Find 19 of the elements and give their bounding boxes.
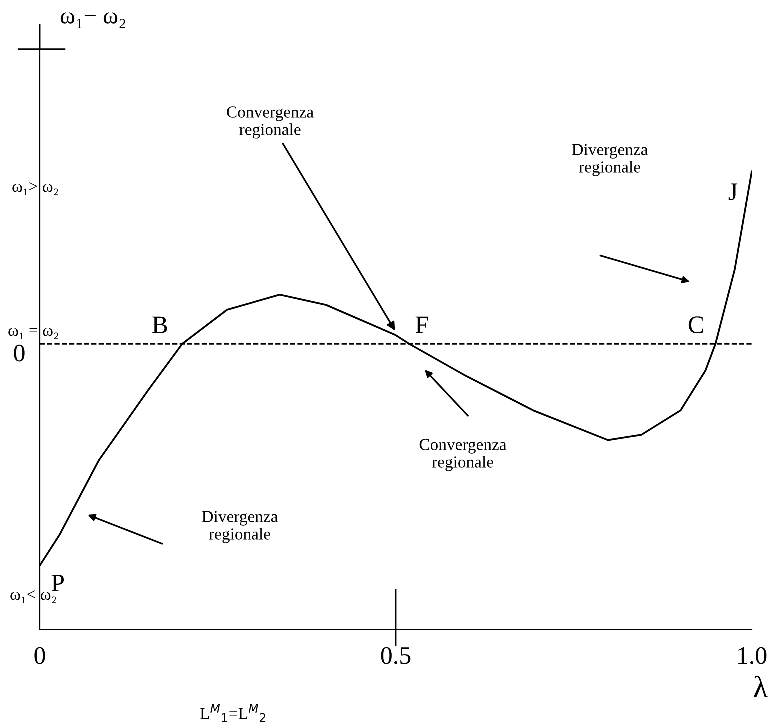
- text: L$^{M}$$_{1}$=L$^{M}$$_{2}$: [200, 704, 266, 722]
- annotation: Convergenza regionale: [420, 439, 507, 472]
- text: ω₁< ω₂: [10, 590, 56, 604]
- x-tick-label: 0: [34, 647, 46, 664]
- annotation: P: [52, 575, 64, 592]
- annotation: Divergenza regionale: [572, 144, 648, 176]
- text: ω₁− ω₂: [60, 12, 126, 28]
- annotation: J: [728, 184, 738, 200]
- annotation: ω₁> ω₂: [12, 182, 58, 196]
- x-tick-label: 1.0: [738, 647, 767, 664]
- annotation: F: [416, 316, 428, 334]
- x-axis-title: λ: [754, 676, 768, 698]
- annotation: C: [688, 316, 704, 334]
- annotation: B: [152, 316, 168, 334]
- ref-line-label: 0: [14, 344, 25, 362]
- annotation: ω₁ = ω₂: [8, 328, 58, 340]
- x-tick-label: 0.5: [381, 647, 411, 664]
- annotation: Convergenza regionale: [227, 106, 314, 139]
- annotation: Divergenza regionale: [202, 511, 278, 544]
